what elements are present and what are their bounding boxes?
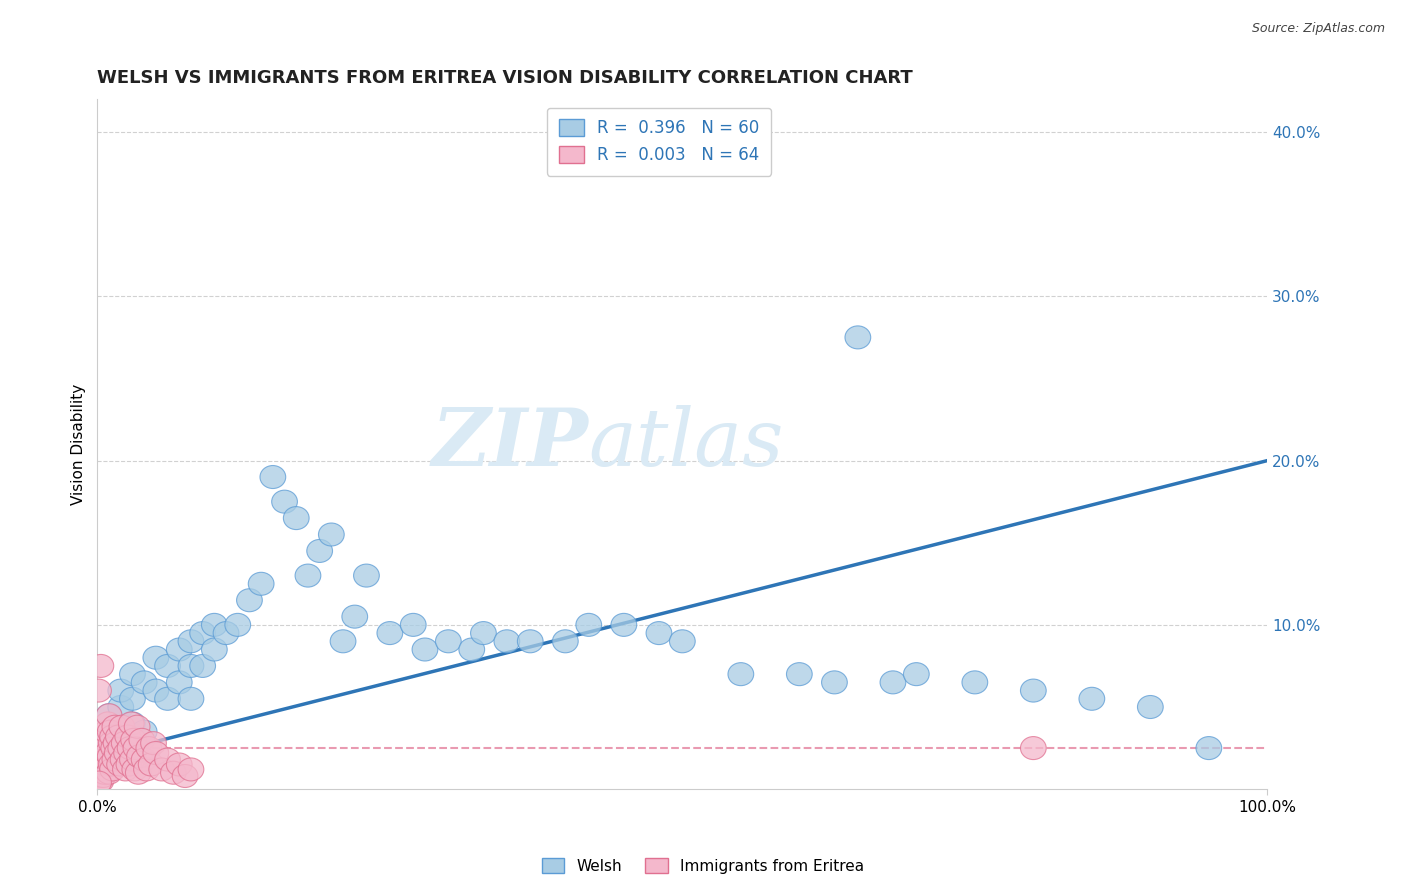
Legend: R =  0.396   N = 60, R =  0.003   N = 64: R = 0.396 N = 60, R = 0.003 N = 64 bbox=[547, 108, 770, 176]
Text: WELSH VS IMMIGRANTS FROM ERITREA VISION DISABILITY CORRELATION CHART: WELSH VS IMMIGRANTS FROM ERITREA VISION … bbox=[97, 69, 912, 87]
Text: ZIP: ZIP bbox=[432, 406, 589, 483]
Legend: Welsh, Immigrants from Eritrea: Welsh, Immigrants from Eritrea bbox=[536, 852, 870, 880]
Text: Source: ZipAtlas.com: Source: ZipAtlas.com bbox=[1251, 22, 1385, 36]
Y-axis label: Vision Disability: Vision Disability bbox=[72, 384, 86, 505]
Text: atlas: atlas bbox=[589, 406, 785, 483]
